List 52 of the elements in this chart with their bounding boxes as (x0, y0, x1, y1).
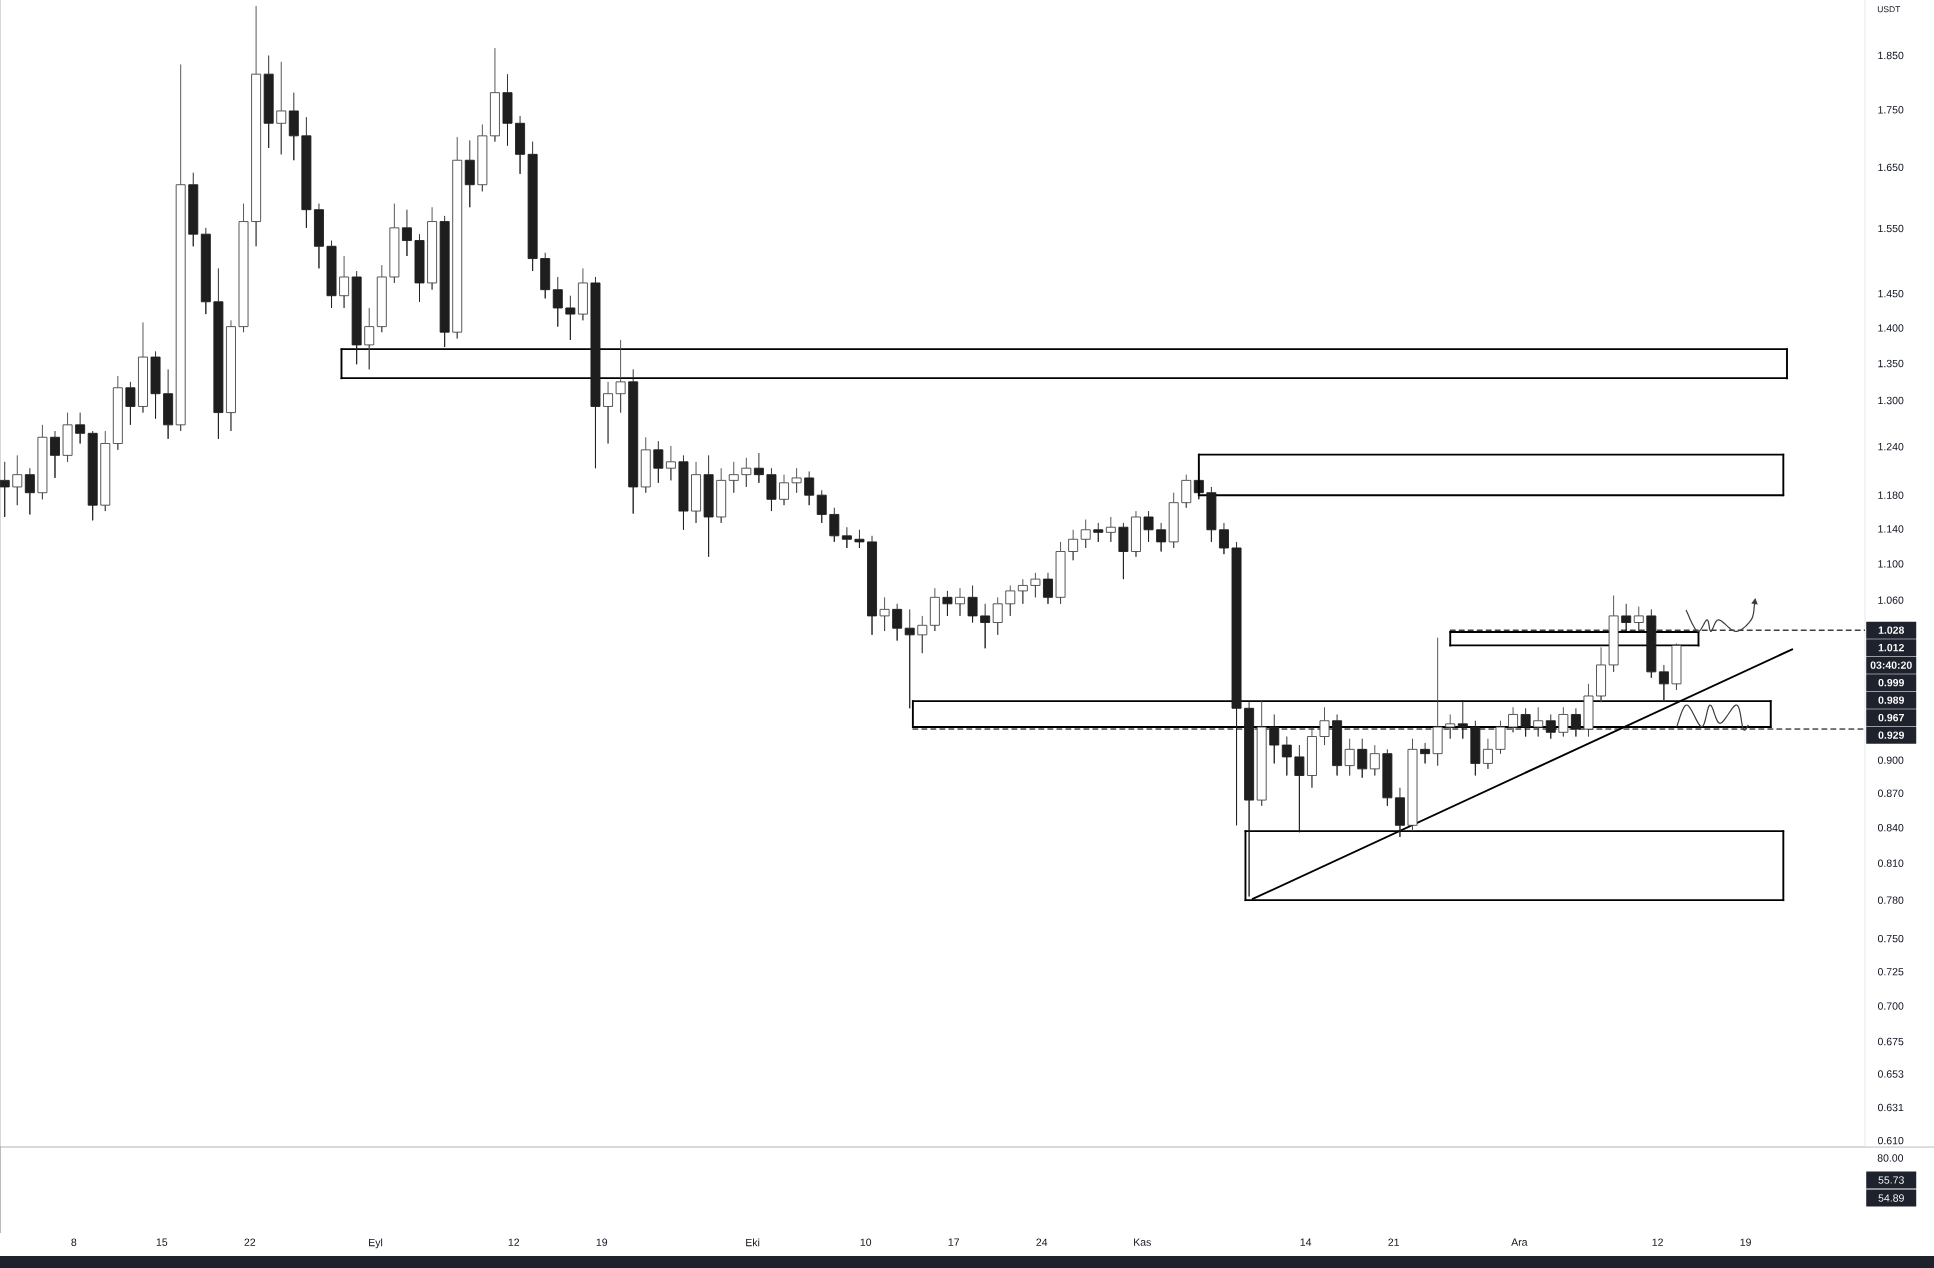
y-tick-label: 0.675 (1877, 1037, 1904, 1046)
text: 0.999 (1878, 678, 1904, 687)
y-tick-label: 0.631 (1877, 1103, 1904, 1112)
text: 80.00 (1877, 1154, 1904, 1162)
y-tick-label: 0.810 (1877, 859, 1904, 867)
y-tick-label: 0.653 (1877, 1070, 1904, 1078)
y-tick-label: 1.240 (1878, 442, 1904, 451)
y-tick-label: 0.725 (1877, 968, 1904, 976)
y-tick-label: 1.400 (1878, 324, 1904, 332)
text: 55.73 (1878, 1176, 1904, 1184)
text: 0.967 (1878, 713, 1904, 722)
annotation: 0.929 (1878, 731, 1904, 739)
x-tick-label: Kas (1134, 1238, 1151, 1246)
text: 54.89 (1878, 1194, 1904, 1202)
annotation: 1.028 (1878, 626, 1905, 634)
y-tick-label: 0.700 (1877, 1002, 1904, 1010)
y-tick-label: 1.100 (1878, 560, 1904, 568)
y-tick-label: 0.870 (1877, 789, 1904, 798)
y-tick-label: 1.650 (1878, 163, 1904, 172)
y-tick-label: 0.610 (1877, 1136, 1904, 1145)
x-tick-label: 19 (596, 1238, 608, 1246)
text: 0.989 (1878, 696, 1904, 704)
x-tick-label: 21 (1388, 1238, 1399, 1246)
y-tick-label: 1.140 (1878, 525, 1904, 533)
x-tick-label: 12 (1652, 1238, 1663, 1246)
y-tick-label: 0.840 (1877, 823, 1904, 832)
x-tick-label: 8 (71, 1238, 77, 1246)
y-tick-label: 1.450 (1878, 289, 1904, 298)
text: 1.012 (1878, 643, 1904, 652)
x-tick-label: 24 (1036, 1238, 1048, 1246)
x-tick-label: 14 (1300, 1238, 1312, 1246)
y-tick-label: 1.750 (1878, 106, 1904, 114)
x-tick-label: Eki (746, 1238, 760, 1247)
y-tick-label: 0.750 (1877, 934, 1904, 943)
y-tick-label: 1.300 (1878, 396, 1904, 405)
x-tick-label: Ara (1511, 1238, 1528, 1246)
x-tick-label: 22 (244, 1238, 256, 1246)
y-tick-label: 0.780 (1877, 896, 1904, 904)
text: 03:40:20 (1870, 661, 1912, 669)
x-tick-label: Eyl (369, 1238, 383, 1249)
y-tick-label: 1.350 (1878, 359, 1904, 368)
x-tick-label: 17 (948, 1238, 960, 1246)
x-tick-label: 12 (508, 1238, 520, 1246)
x-tick-label: 15 (156, 1238, 168, 1246)
x-tick-label: 19 (1740, 1238, 1751, 1246)
y-tick-label: 1.550 (1878, 224, 1904, 233)
y-tick-label: 1.850 (1878, 51, 1904, 60)
y-axis-title: USDT (1877, 6, 1901, 13)
y-tick-label: 1.180 (1878, 491, 1904, 499)
y-tick-label: 0.900 (1877, 756, 1904, 764)
x-tick-label: 10 (860, 1238, 872, 1246)
y-tick-label: 1.060 (1878, 596, 1904, 604)
